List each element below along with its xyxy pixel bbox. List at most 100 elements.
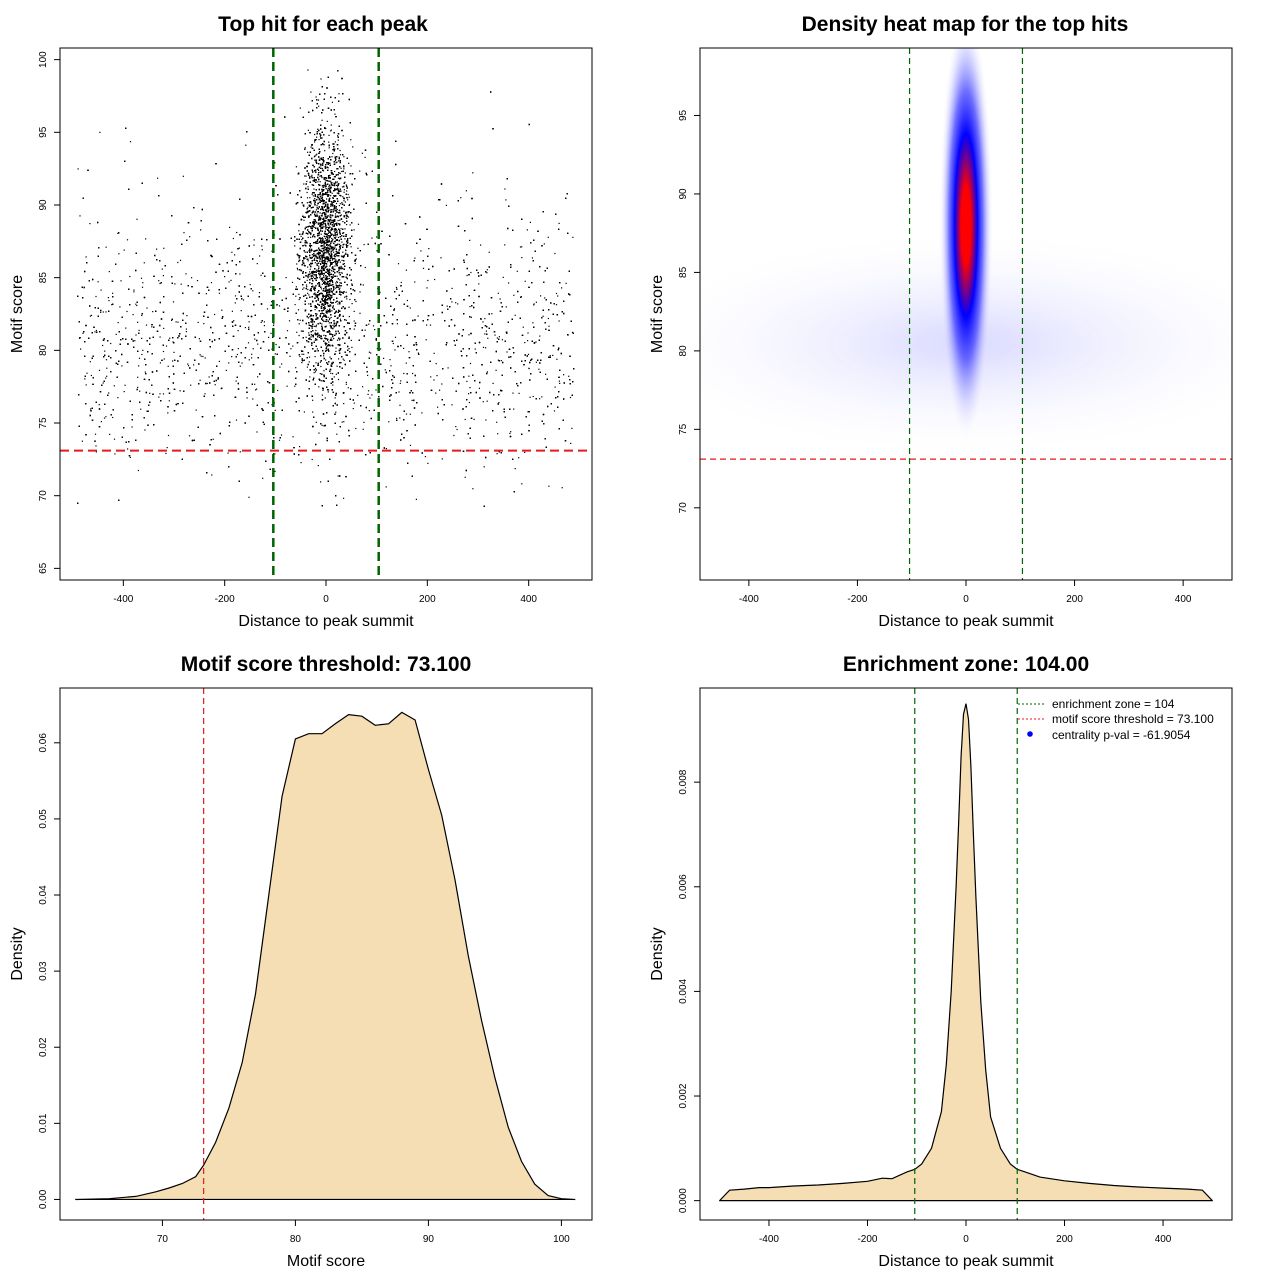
scatter-point [253,239,255,241]
scatter-point [308,276,310,278]
scatter-point [399,417,401,419]
scatter-point [329,241,331,243]
scatter-point [252,290,254,292]
scatter-point [341,202,343,204]
scatter-point [163,358,165,360]
scatter-point [95,295,97,298]
scatter-point [501,339,503,341]
scatter-point [175,321,177,323]
scatter-point [320,335,322,337]
scatter-point [340,228,342,230]
scatter-point [389,359,391,361]
scatter-point [376,348,378,350]
scatter-point [285,277,287,279]
scatter-point [329,174,331,176]
scatter-point [435,392,437,394]
scatter-point [405,269,407,271]
scatter-point [334,141,336,143]
scatter-point [394,349,396,351]
scatter-point [488,251,490,253]
scatter-point [273,323,275,325]
scatter-point [137,469,139,472]
scatter-point [305,211,308,213]
scatter-point [137,376,139,378]
scatter-point [362,428,364,430]
scatter-point [504,188,506,190]
scatter-point [478,283,480,285]
scatter-point [319,277,321,279]
scatter-point [330,195,332,197]
scatter-point [206,382,208,385]
scatter-point [326,162,328,164]
scatter-point [341,241,343,243]
scatter-point [426,287,428,289]
scatter-point [308,303,310,305]
scatter-point [297,309,300,311]
scatter-point [303,183,305,185]
scatter-point [451,287,453,289]
scatter-point [306,275,308,277]
scatter-point [94,331,96,333]
scatter-point [332,225,334,227]
scatter-point [336,208,338,211]
scatter-point [335,301,337,303]
scatter-point [308,294,310,296]
scatter-point [331,259,333,261]
scatter-point [324,215,326,217]
scatter-point [353,229,355,231]
scatter-point [547,317,549,320]
scatter-point [240,310,242,312]
scatter-point [281,363,283,365]
scatter-point [528,367,530,369]
scatter-point [370,352,372,354]
scatter-point [504,244,506,246]
scatter-point [496,421,498,423]
scatter-point [171,319,173,321]
scatter-point [328,253,330,255]
scatter-point [316,294,318,296]
scatter-point [301,353,303,355]
scatter-point [331,310,333,312]
scatter-point [300,462,302,464]
scatter-point [572,236,574,238]
scatter-point [334,246,336,248]
scatter-point [329,262,331,264]
scatter-point [310,321,312,323]
scatter-point [338,160,340,162]
scatter-point [326,309,329,311]
scatter-point [323,251,325,254]
scatter-point [332,152,334,155]
scatter-point [329,223,331,225]
scatter-point [345,184,347,186]
scatter-point [328,341,330,343]
scatter-point [186,315,188,317]
scatter-point [335,347,337,349]
scatter-point [347,216,350,218]
scatter-point [237,330,239,332]
scatter-point [143,262,145,264]
scatter-point [324,285,327,288]
scatter-point [415,498,417,500]
scatter-point [314,226,316,228]
scatter-point [239,365,241,367]
scatter-point [334,170,336,173]
scatter-point [326,346,328,348]
scatter-point [420,250,422,252]
scatter-point [339,194,341,196]
scatter-point [320,165,322,167]
scatter-point [228,281,230,283]
scatter-point [330,187,332,189]
scatter-point [247,342,250,344]
scatter-point [113,438,116,440]
scatter-point [315,277,317,279]
scatter-point [412,372,414,375]
scatter-point [305,336,307,338]
scatter-point [571,427,573,429]
scatter-point [203,323,205,325]
scatter-point [341,186,344,188]
scatter-point [465,190,467,192]
scatter-point [315,284,317,287]
scatter-point [307,292,309,294]
scatter-point [158,280,160,282]
scatter-point [195,409,197,411]
